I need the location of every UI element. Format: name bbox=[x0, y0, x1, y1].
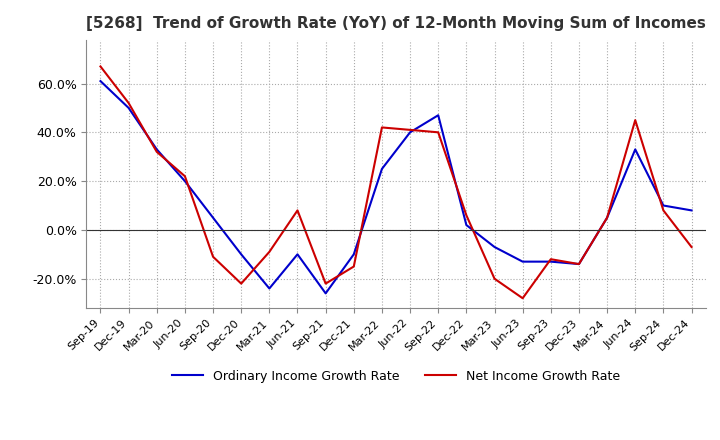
Net Income Growth Rate bbox=[321, 281, 330, 286]
Title: [5268]  Trend of Growth Rate (YoY) of 12-Month Moving Sum of Incomes: [5268] Trend of Growth Rate (YoY) of 12-… bbox=[86, 16, 706, 32]
Net Income Growth Rate bbox=[518, 296, 527, 301]
Net Income Growth Rate bbox=[96, 64, 105, 69]
Ordinary Income Growth Rate bbox=[153, 147, 161, 152]
Ordinary Income Growth Rate bbox=[546, 259, 555, 264]
Net Income Growth Rate bbox=[631, 117, 639, 123]
Ordinary Income Growth Rate bbox=[518, 259, 527, 264]
Net Income Growth Rate bbox=[546, 257, 555, 262]
Ordinary Income Growth Rate bbox=[209, 215, 217, 220]
Ordinary Income Growth Rate bbox=[687, 208, 696, 213]
Ordinary Income Growth Rate bbox=[631, 147, 639, 152]
Line: Net Income Growth Rate: Net Income Growth Rate bbox=[101, 66, 691, 298]
Ordinary Income Growth Rate bbox=[603, 215, 611, 220]
Net Income Growth Rate bbox=[490, 276, 499, 281]
Ordinary Income Growth Rate bbox=[434, 113, 443, 118]
Net Income Growth Rate bbox=[377, 125, 386, 130]
Ordinary Income Growth Rate bbox=[125, 105, 133, 110]
Ordinary Income Growth Rate bbox=[237, 252, 246, 257]
Net Income Growth Rate bbox=[125, 100, 133, 106]
Ordinary Income Growth Rate bbox=[490, 244, 499, 249]
Net Income Growth Rate bbox=[349, 264, 358, 269]
Ordinary Income Growth Rate bbox=[349, 252, 358, 257]
Ordinary Income Growth Rate bbox=[575, 261, 583, 267]
Ordinary Income Growth Rate bbox=[462, 222, 471, 227]
Ordinary Income Growth Rate bbox=[377, 166, 386, 172]
Net Income Growth Rate bbox=[434, 130, 443, 135]
Ordinary Income Growth Rate bbox=[265, 286, 274, 291]
Net Income Growth Rate bbox=[687, 244, 696, 249]
Net Income Growth Rate bbox=[462, 213, 471, 218]
Ordinary Income Growth Rate bbox=[293, 252, 302, 257]
Ordinary Income Growth Rate bbox=[321, 291, 330, 296]
Net Income Growth Rate bbox=[237, 281, 246, 286]
Net Income Growth Rate bbox=[293, 208, 302, 213]
Net Income Growth Rate bbox=[575, 261, 583, 267]
Legend: Ordinary Income Growth Rate, Net Income Growth Rate: Ordinary Income Growth Rate, Net Income … bbox=[167, 365, 625, 388]
Ordinary Income Growth Rate bbox=[181, 179, 189, 184]
Ordinary Income Growth Rate bbox=[659, 203, 667, 208]
Ordinary Income Growth Rate bbox=[96, 78, 105, 84]
Line: Ordinary Income Growth Rate: Ordinary Income Growth Rate bbox=[101, 81, 691, 293]
Net Income Growth Rate bbox=[153, 149, 161, 154]
Ordinary Income Growth Rate bbox=[406, 130, 415, 135]
Net Income Growth Rate bbox=[265, 249, 274, 254]
Net Income Growth Rate bbox=[603, 215, 611, 220]
Net Income Growth Rate bbox=[181, 174, 189, 179]
Net Income Growth Rate bbox=[406, 127, 415, 132]
Net Income Growth Rate bbox=[659, 208, 667, 213]
Net Income Growth Rate bbox=[209, 254, 217, 260]
